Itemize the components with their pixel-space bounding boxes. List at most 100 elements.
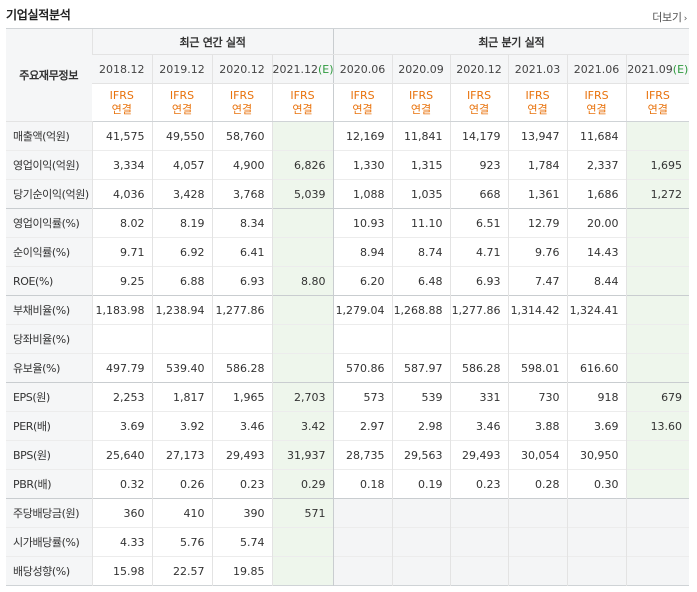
table-cell [625, 237, 690, 267]
table-cell [507, 324, 568, 354]
table-cell: 29,493 [449, 440, 509, 470]
table-cell: 3.46 [211, 411, 272, 441]
group-header-row: 주요재무정보 최근 연간 실적 최근 분기 실적 [6, 28, 690, 122]
table-cell: 0.29 [271, 469, 334, 499]
standard-top-label: IFRS [645, 88, 670, 102]
table-cell: 3,334 [91, 150, 152, 180]
standard-top-label: IFRS [466, 88, 492, 102]
period-label: 2020.12 [456, 62, 502, 76]
table-cell [391, 556, 451, 586]
standard-bottom-label: 연결 [647, 102, 668, 116]
row-label: 당기순이익(억원) [6, 179, 92, 209]
period-header: 2021.06 [566, 54, 627, 84]
table-cell: 14,179 [449, 121, 509, 151]
table-cell: 2,253 [91, 382, 152, 412]
table-cell: 31,937 [271, 440, 334, 470]
table-row: 주당배당금(원) 360 410 390 571 [6, 498, 690, 528]
table-row: 매출액(억원) 41,575 49,550 58,760 12,169 11,841 14,… [6, 121, 690, 151]
table-cell: 390 [211, 498, 272, 528]
table-cell: 573 [332, 382, 393, 412]
table-cell: 0.19 [391, 469, 451, 499]
row-label: 시가배당률(%) [6, 527, 92, 557]
period-label: 2018.12 [99, 62, 145, 76]
table-cell: 8.80 [271, 266, 334, 296]
table-cell: 0.28 [507, 469, 568, 499]
table-cell: 1,784 [507, 150, 568, 180]
table-cell: 1,315 [391, 150, 451, 180]
table-cell: 730 [507, 382, 568, 412]
table-cell [625, 295, 690, 325]
table-cell: 3.42 [271, 411, 334, 441]
table-cell: 668 [449, 179, 509, 209]
table-cell: 0.23 [211, 469, 272, 499]
standard-top-label: IFRS [350, 88, 375, 102]
table-cell: 0.32 [91, 469, 152, 499]
period-label: 2019.12 [159, 62, 205, 76]
table-cell [332, 324, 393, 354]
table-cell: 11.10 [391, 208, 451, 238]
table-cell: 9.71 [91, 237, 152, 267]
standard-bottom-label: 연결 [111, 102, 132, 116]
table-cell: 30,054 [507, 440, 568, 470]
more-label: 더보기 [652, 11, 682, 24]
standard-header: IFRS 연결 [449, 83, 509, 122]
table-cell: 4,900 [211, 150, 272, 180]
table-cell [391, 324, 451, 354]
table-cell: 25,640 [91, 440, 152, 470]
table-cell [625, 121, 690, 151]
table-cell: 1,035 [391, 179, 451, 209]
more-link[interactable]: 더보기 › [652, 9, 687, 25]
table-row: 유보율(%) 497.79 539.40 586.28 570.86 587.97 586.… [6, 353, 690, 383]
row-label: BPS(원) [6, 440, 92, 470]
table-cell: 58,760 [211, 121, 272, 151]
table-cell: 15.98 [91, 556, 152, 586]
table-cell: 571 [271, 498, 334, 528]
period-header: 2020.12 [449, 54, 509, 84]
table-cell: 331 [449, 382, 509, 412]
table-cell: 27,173 [151, 440, 212, 470]
table-cell: 1,324.41 [566, 295, 627, 325]
standard-header: IFRS 연결 [566, 83, 627, 122]
table-cell [449, 527, 509, 557]
table-cell: 49,550 [151, 121, 212, 151]
table-cell: 616.60 [566, 353, 627, 383]
table-cell: 1,695 [625, 150, 690, 180]
table-cell: 4.71 [449, 237, 509, 267]
period-header: 2020.09 [391, 54, 451, 84]
table-cell [391, 498, 451, 528]
table-cell: 4,057 [151, 150, 212, 180]
table-row: 순이익률(%) 9.71 6.92 6.41 8.94 8.74 4.71 9.76 14.43 [6, 237, 690, 267]
section-header: 기업실적분석 더보기 › [0, 0, 697, 28]
table-cell: 586.28 [449, 353, 509, 383]
table-cell: 570.86 [332, 353, 393, 383]
table-cell [625, 324, 690, 354]
table-cell: 1,965 [211, 382, 272, 412]
standard-top-label: IFRS [229, 88, 255, 102]
standard-top-label: IFRS [408, 88, 434, 102]
period-label: 2020.09 [398, 62, 444, 76]
table-cell: 1,268.88 [391, 295, 451, 325]
table-row: 배당성향(%) 15.98 22.57 19.85 [6, 556, 690, 586]
table-cell [507, 498, 568, 528]
table-cell: 923 [449, 150, 509, 180]
table-cell: 1,277.86 [449, 295, 509, 325]
table-cell [566, 498, 627, 528]
table-cell: 598.01 [507, 353, 568, 383]
table-cell: 1,330 [332, 150, 393, 180]
row-label: 주당배당금(원) [6, 498, 92, 528]
standard-bottom-label: 연결 [586, 102, 607, 116]
period-label: 2021.09 [627, 62, 673, 76]
period-label: 2020.06 [339, 62, 386, 76]
row-label: PBR(배) [6, 469, 92, 499]
annual-group-header: 최근 연간 실적 [91, 28, 334, 55]
table-cell: 1,277.86 [211, 295, 272, 325]
table-cell: 1,088 [332, 179, 393, 209]
standard-bottom-label: 연결 [527, 102, 548, 116]
table-cell [625, 208, 690, 238]
table-cell: 539.40 [151, 353, 212, 383]
table-cell: 1,686 [566, 179, 627, 209]
table-cell [507, 556, 568, 586]
period-label: 2021.06 [573, 62, 620, 76]
table-cell: 6.48 [391, 266, 451, 296]
table-cell: 3,768 [211, 179, 272, 209]
